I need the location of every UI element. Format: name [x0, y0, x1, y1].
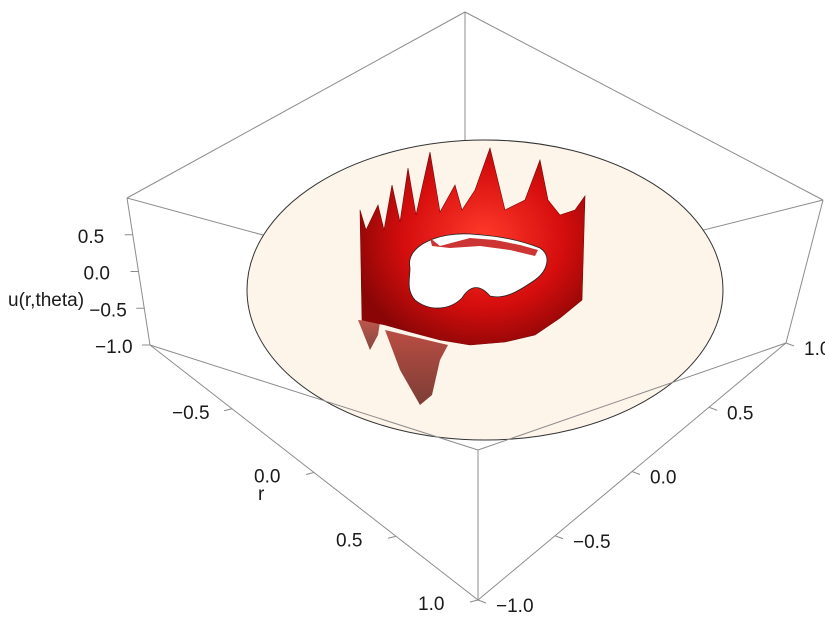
surface-mesh: [358, 146, 586, 405]
surface-inner-wall: [430, 238, 538, 256]
x-axis-label: r: [258, 484, 265, 505]
x-tick-label: 0.0: [254, 467, 280, 488]
axis-ticks: −0.5 0.0 0.5 1.0 −1.0 −0.5 0.0 0.5 1.0 −1.0 −0.5 0.…: [78, 227, 825, 617]
z-axis-label: u(r,theta): [8, 290, 84, 311]
y-tick-label: 0.5: [727, 403, 753, 424]
axis-labels: r u(r,theta): [8, 290, 265, 505]
y-tick-label: −1.0: [496, 596, 534, 617]
x-tick-label: 1.0: [418, 594, 444, 615]
surface-dip-shadow: [385, 330, 448, 405]
y-tick-mark: [631, 471, 641, 475]
y-tick-label: 0.0: [650, 468, 676, 489]
z-tick-label: 0.0: [84, 264, 110, 285]
x-tick-mark: [469, 599, 479, 603]
y-tick-mark: [785, 342, 795, 347]
y-tick-mark: [708, 406, 718, 411]
y-tick-label: 1.0: [804, 339, 825, 360]
y-tick-label: −0.5: [573, 532, 611, 553]
z-tick-label: −1.0: [95, 337, 133, 358]
x-tick-mark: [305, 472, 315, 475]
x-tick-label: 0.5: [336, 530, 362, 551]
z-tick-label: 0.5: [78, 227, 104, 248]
x-tick-mark: [387, 535, 397, 539]
y-tick-mark: [554, 535, 564, 540]
x-tick-mark: [223, 408, 233, 412]
surface-hole: [408, 233, 548, 309]
z-tick-label: −0.5: [89, 300, 127, 321]
y-tick-mark: [477, 599, 487, 604]
x-tick-label: −0.5: [172, 403, 210, 424]
surface-dip-shadow: [358, 320, 380, 350]
